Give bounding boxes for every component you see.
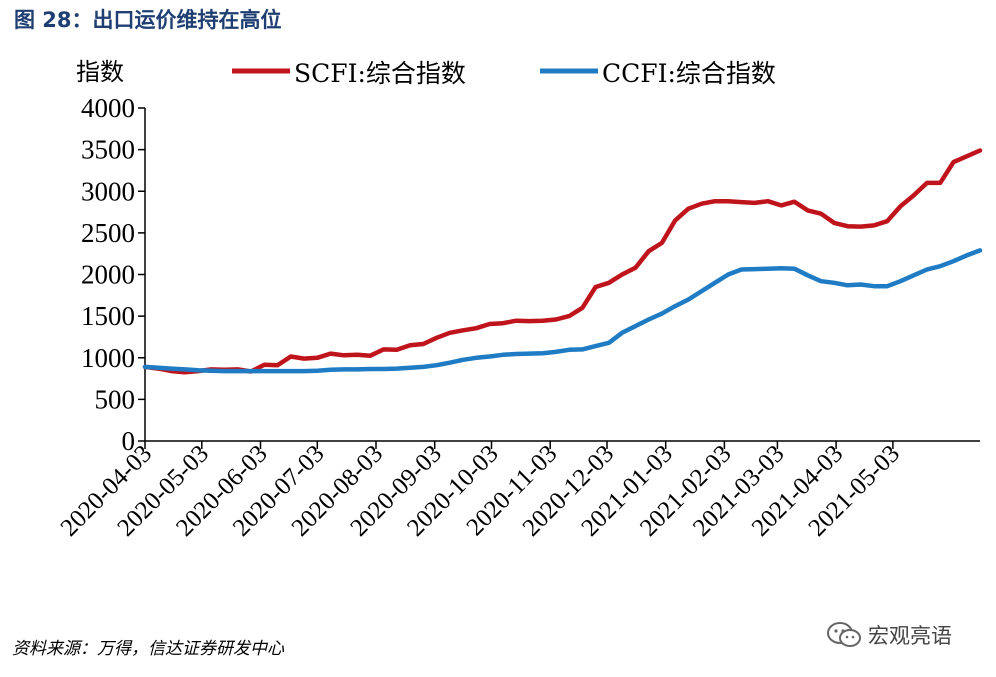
y-tick-label: 2000 <box>81 260 135 290</box>
y-tick-label: 3000 <box>81 176 135 206</box>
y-axis-unit-label: 指数 <box>76 58 124 86</box>
y-tick-label: 2500 <box>81 218 135 248</box>
legend-label-scfi: SCFI:综合指数 <box>294 59 466 88</box>
y-axis: 0 500 1000 1500 2000 2500 3000 3500 4000 <box>81 93 146 456</box>
watermark: 宏观亮语 <box>826 620 952 650</box>
y-tick-label: 3500 <box>81 135 135 165</box>
y-tick-label: 1500 <box>81 301 135 331</box>
watermark-text: 宏观亮语 <box>868 624 952 648</box>
series-line-scfi <box>142 148 983 375</box>
x-axis: 2020-04-032020-05-032020-06-032020-07-03… <box>56 440 980 542</box>
y-tick-label: 4000 <box>81 93 135 123</box>
series-lines <box>142 148 983 375</box>
y-tick-label: 1000 <box>81 343 135 373</box>
figure-title: 图 28：出口运价维持在高位 <box>14 8 282 32</box>
y-tick-label: 500 <box>95 384 136 414</box>
legend-label-ccfi: CCFI:综合指数 <box>602 59 776 88</box>
wechat-icon <box>827 622 861 647</box>
source-note: 资料来源：万得，信达证券研发中心 <box>12 639 284 659</box>
y-tick-label: 0 <box>122 426 136 456</box>
series-line-ccfi <box>142 248 983 374</box>
legend: SCFI:综合指数 CCFI:综合指数 <box>232 59 776 88</box>
